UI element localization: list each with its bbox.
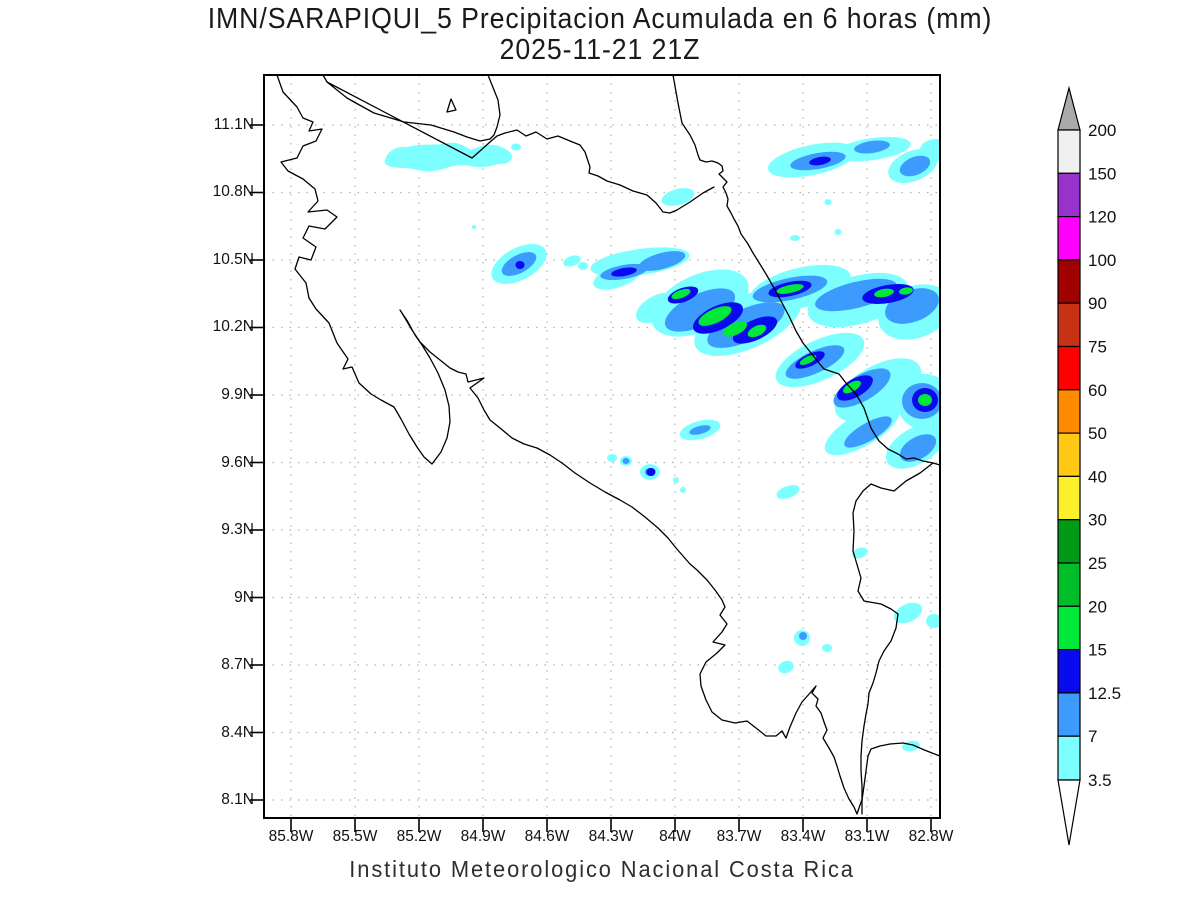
- lat-tick-label: 8.7N: [221, 656, 254, 673]
- lat-tick-label: 8.1N: [221, 791, 254, 808]
- precip-layer-7mm: [501, 140, 940, 640]
- lon-tick-label: 85.2W: [396, 828, 442, 845]
- lat-tick-label: 10.5N: [212, 251, 254, 268]
- map-plot: [250, 74, 941, 832]
- lon-tick-label: 85.5W: [332, 828, 378, 845]
- colorbar-label: 12.5: [1088, 684, 1121, 703]
- lon-tick-label: 84W: [659, 828, 691, 845]
- border-nicaragua: [326, 81, 715, 214]
- colorbar-block: [1057, 129, 1081, 174]
- colorbar-label: 120: [1088, 208, 1116, 227]
- coastline-caribbean: [672, 75, 940, 466]
- colorbar-label: 75: [1088, 338, 1107, 357]
- lon-tick-label: 82.8W: [908, 828, 954, 845]
- colorbar-label: 15: [1088, 641, 1107, 660]
- colorbar-label: 40: [1088, 467, 1107, 486]
- colorbar-block: [1057, 605, 1081, 651]
- colorbar-block: [1057, 692, 1081, 737]
- colorbar-block: [1057, 172, 1081, 218]
- lat-tick-label: 11.1N: [213, 116, 254, 133]
- lat-tick-label: 9N: [234, 589, 254, 606]
- colorbar-arrow-above-200: [1057, 85, 1081, 131]
- colorbar-label: 50: [1088, 424, 1107, 443]
- colorbar-block: [1057, 302, 1081, 348]
- colorbar-block: [1057, 389, 1081, 434]
- colorbar-block: [1057, 562, 1081, 607]
- lon-tick-label: 85.8W: [268, 828, 314, 845]
- colorbar-blocks: [1057, 129, 1081, 781]
- colorbar-block: [1057, 735, 1081, 781]
- chart-title: IMN/SARAPIQUI_5 Precipitacion Acumulada …: [207, 3, 993, 35]
- colorbar: 200 150 120 100 90 75 60 50 40 30 25 20 …: [1057, 85, 1121, 846]
- colorbar-label: 60: [1088, 381, 1107, 400]
- lon-tick-label: 83.7W: [716, 828, 762, 845]
- lake-nicaragua-shore: [322, 75, 501, 142]
- lon-tick-label: 84.9W: [460, 828, 506, 845]
- lat-tick-label: 10.2N: [212, 318, 254, 335]
- colorbar-block: [1057, 519, 1081, 564]
- colorbar-block: [1057, 216, 1081, 261]
- colorbar-label: 30: [1088, 511, 1107, 530]
- colorbar-label: 90: [1088, 294, 1107, 313]
- axis-ticks: [250, 124, 932, 832]
- lat-tick-label: 9.3N: [221, 521, 254, 538]
- colorbar-label: 100: [1088, 251, 1116, 270]
- lat-tick-label: 8.4N: [221, 724, 254, 741]
- colorbar-label: 7: [1088, 727, 1097, 746]
- colorbar-label: 25: [1088, 554, 1107, 573]
- colorbar-labels: 200 150 120 100 90 75 60 50 40 30 25 20 …: [1088, 121, 1121, 790]
- colorbar-label: 20: [1088, 597, 1107, 616]
- colorbar-block: [1057, 345, 1081, 391]
- precipitation-field: [384, 136, 940, 752]
- lat-tick-label: 9.9N: [221, 386, 254, 403]
- chart-subtitle: 2025-11-21 21Z: [499, 34, 701, 66]
- lat-tick-label: 9.6N: [221, 454, 254, 471]
- plot-frame: [263, 74, 941, 819]
- colorbar-block: [1057, 648, 1081, 694]
- chart-title-block: IMN/SARAPIQUI_5 Precipitacion Acumulada …: [0, 4, 1200, 66]
- lake-island: [446, 98, 457, 113]
- border-panama: [852, 462, 934, 815]
- lon-tick-label: 83.1W: [844, 828, 890, 845]
- lon-tick-label: 84.3W: [588, 828, 634, 845]
- colorbar-block: [1057, 432, 1081, 478]
- colorbar-block: [1057, 475, 1081, 521]
- lat-tick-label: 10.8N: [212, 183, 254, 200]
- lon-tick-label: 83.4W: [780, 828, 826, 845]
- colorbar-label: 3.5: [1088, 771, 1112, 790]
- coastline-costa-rica-pacific: [276, 75, 940, 815]
- colorbar-block: [1057, 259, 1081, 304]
- precip-layer-15mm: [671, 284, 932, 406]
- footer-caption: Instituto Meteorologico Nacional Costa R…: [349, 856, 855, 882]
- map-outlines: [276, 75, 940, 815]
- lon-tick-label: 84.6W: [524, 828, 570, 845]
- colorbar-label: 200: [1088, 121, 1116, 140]
- colorbar-arrow-below-3-5: [1057, 779, 1081, 846]
- colorbar-label: 150: [1088, 164, 1116, 183]
